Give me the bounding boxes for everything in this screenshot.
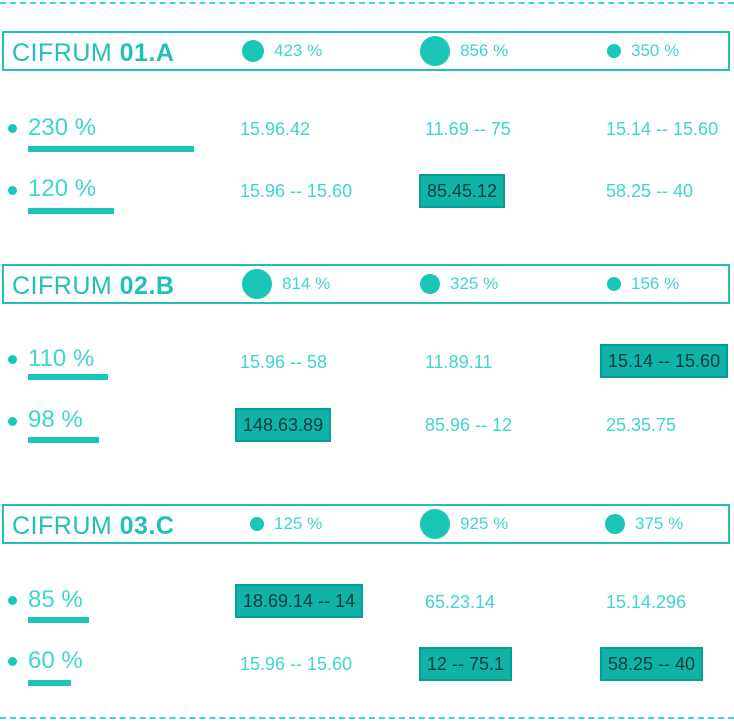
stat-item: 325 % xyxy=(420,266,498,302)
stat-dot-icon xyxy=(607,277,621,291)
row-label: 120 % xyxy=(28,175,97,202)
row-label: 85 % xyxy=(28,586,83,613)
stat-value: 156 % xyxy=(631,274,680,293)
row-bar xyxy=(28,208,114,214)
stat-dot-icon xyxy=(607,44,621,58)
stat-value: 325 % xyxy=(450,274,499,293)
row-cell-highlighted: 58.25 -- 40 xyxy=(600,647,704,681)
section-title: CIFRUM 02.B xyxy=(12,272,175,300)
bottom-dashed-divider xyxy=(0,717,734,719)
row-bar xyxy=(28,680,71,686)
top-dashed-divider xyxy=(0,2,734,4)
stat-item: 925 % xyxy=(420,506,508,542)
bullet-icon xyxy=(8,596,17,605)
row-cell-highlighted: 148.63.89 xyxy=(235,408,332,442)
row-cell: 65.23.14 xyxy=(425,592,496,612)
bullet-icon xyxy=(8,186,17,195)
stat-dot-icon xyxy=(605,514,625,534)
stat-value: 925 % xyxy=(460,514,509,533)
row-cell-highlighted: 12 -- 75.1 xyxy=(419,647,513,681)
row-bar xyxy=(28,617,89,623)
stat-value: 423 % xyxy=(274,41,323,60)
row-cell: 15.96 -- 58 xyxy=(240,352,328,372)
stat-dot-icon xyxy=(242,269,272,299)
row-cell-highlighted: 18.69.14 -- 14 xyxy=(235,584,364,618)
stat-dot-icon xyxy=(420,509,450,539)
row-label: 230 % xyxy=(28,114,97,141)
bullet-icon xyxy=(8,657,17,666)
stat-item: 125 % xyxy=(250,506,322,542)
stat-value: 125 % xyxy=(274,514,323,533)
section-header-03c: CIFRUM 03.C 125 % 925 % 375 % xyxy=(2,504,730,544)
stat-item: 856 % xyxy=(420,33,508,69)
stat-item: 375 % xyxy=(605,506,683,542)
row-cell: 15.96 -- 15.60 xyxy=(240,181,353,201)
row-cell-highlighted: 85.45.12 xyxy=(419,174,506,208)
row-cell: 15.96.42 xyxy=(240,119,311,139)
row-cell: 11.89.11 xyxy=(425,352,493,372)
row-cell: 25.35.75 xyxy=(606,415,677,435)
stat-value: 856 % xyxy=(460,41,509,60)
row-bar xyxy=(28,374,108,380)
row-label: 110 % xyxy=(28,345,95,372)
stat-dot-icon xyxy=(242,40,264,62)
row-cell: 58.25 -- 40 xyxy=(606,181,694,201)
section-header-02b: CIFRUM 02.B 814 % 325 % 156 % xyxy=(2,264,730,304)
row-label: 60 % xyxy=(28,647,83,674)
section-title: CIFRUM 03.C xyxy=(12,512,175,540)
bullet-icon xyxy=(8,124,17,133)
stat-item: 423 % xyxy=(242,33,322,69)
row-cell: 85.96 -- 12 xyxy=(425,415,513,435)
stat-item: 156 % xyxy=(607,266,679,302)
stat-value: 375 % xyxy=(635,514,684,533)
row-bar xyxy=(28,146,194,152)
stat-dot-icon xyxy=(420,36,450,66)
row-cell: 15.96 -- 15.60 xyxy=(240,654,353,674)
stat-value: 350 % xyxy=(631,41,680,60)
row-label: 98 % xyxy=(28,406,83,433)
row-cell: 11.69 -- 75 xyxy=(425,119,511,139)
row-cell: 15.14 -- 15.60 xyxy=(606,119,719,139)
row-cell-highlighted: 15.14 -- 15.60 xyxy=(600,344,729,378)
row-bar xyxy=(28,437,99,443)
stat-item: 350 % xyxy=(607,33,679,69)
row-cell: 15.14.296 xyxy=(606,592,687,612)
section-header-01a: CIFRUM 01.A 423 % 856 % 350 % xyxy=(2,31,730,71)
stat-value: 814 % xyxy=(282,274,331,293)
stat-dot-icon xyxy=(250,517,264,531)
bullet-icon xyxy=(8,417,17,426)
section-title: CIFRUM 01.A xyxy=(12,39,175,67)
bullet-icon xyxy=(8,355,17,364)
stat-item: 814 % xyxy=(242,266,330,302)
stat-dot-icon xyxy=(420,274,440,294)
